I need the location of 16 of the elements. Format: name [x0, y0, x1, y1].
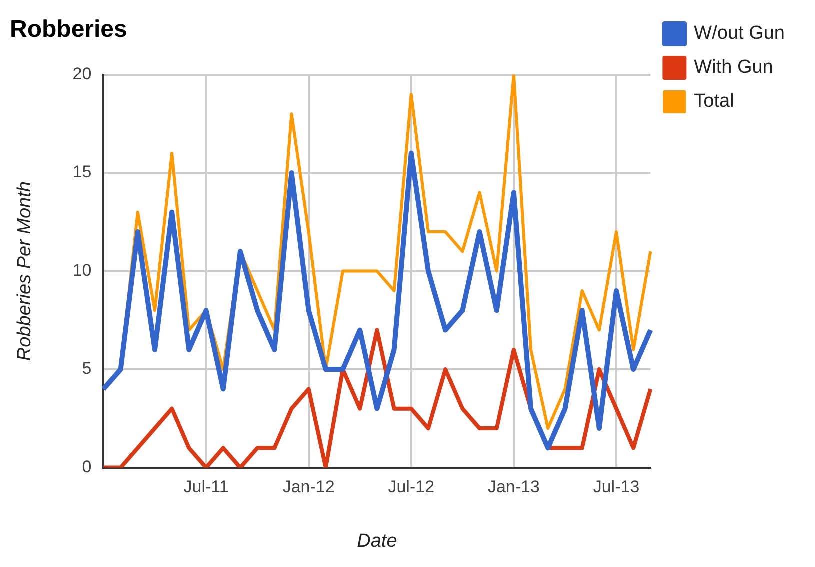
y-axis-title: Robberies Per Month — [14, 182, 36, 362]
x-tick-label: Jul-11 — [184, 478, 229, 497]
x-tick-label: Jul-13 — [593, 478, 640, 497]
x-tick-label: Jan-13 — [488, 478, 540, 497]
y-tick-label: 20 — [72, 64, 92, 84]
legend-label: With Gun — [694, 57, 774, 78]
legend-label: W/out Gun — [694, 23, 786, 44]
chart-title: Robberies — [10, 16, 128, 44]
x-tick-label: Jul-12 — [388, 478, 435, 497]
legend-label: Total — [694, 91, 734, 112]
y-tick-label: 10 — [72, 260, 92, 280]
x-axis-title: Date — [357, 530, 398, 552]
y-tick-label: 15 — [72, 162, 92, 182]
y-tick-label: 5 — [82, 359, 92, 378]
x-tick-label: Jan-12 — [282, 478, 335, 497]
y-tick-label: 0 — [82, 457, 92, 476]
